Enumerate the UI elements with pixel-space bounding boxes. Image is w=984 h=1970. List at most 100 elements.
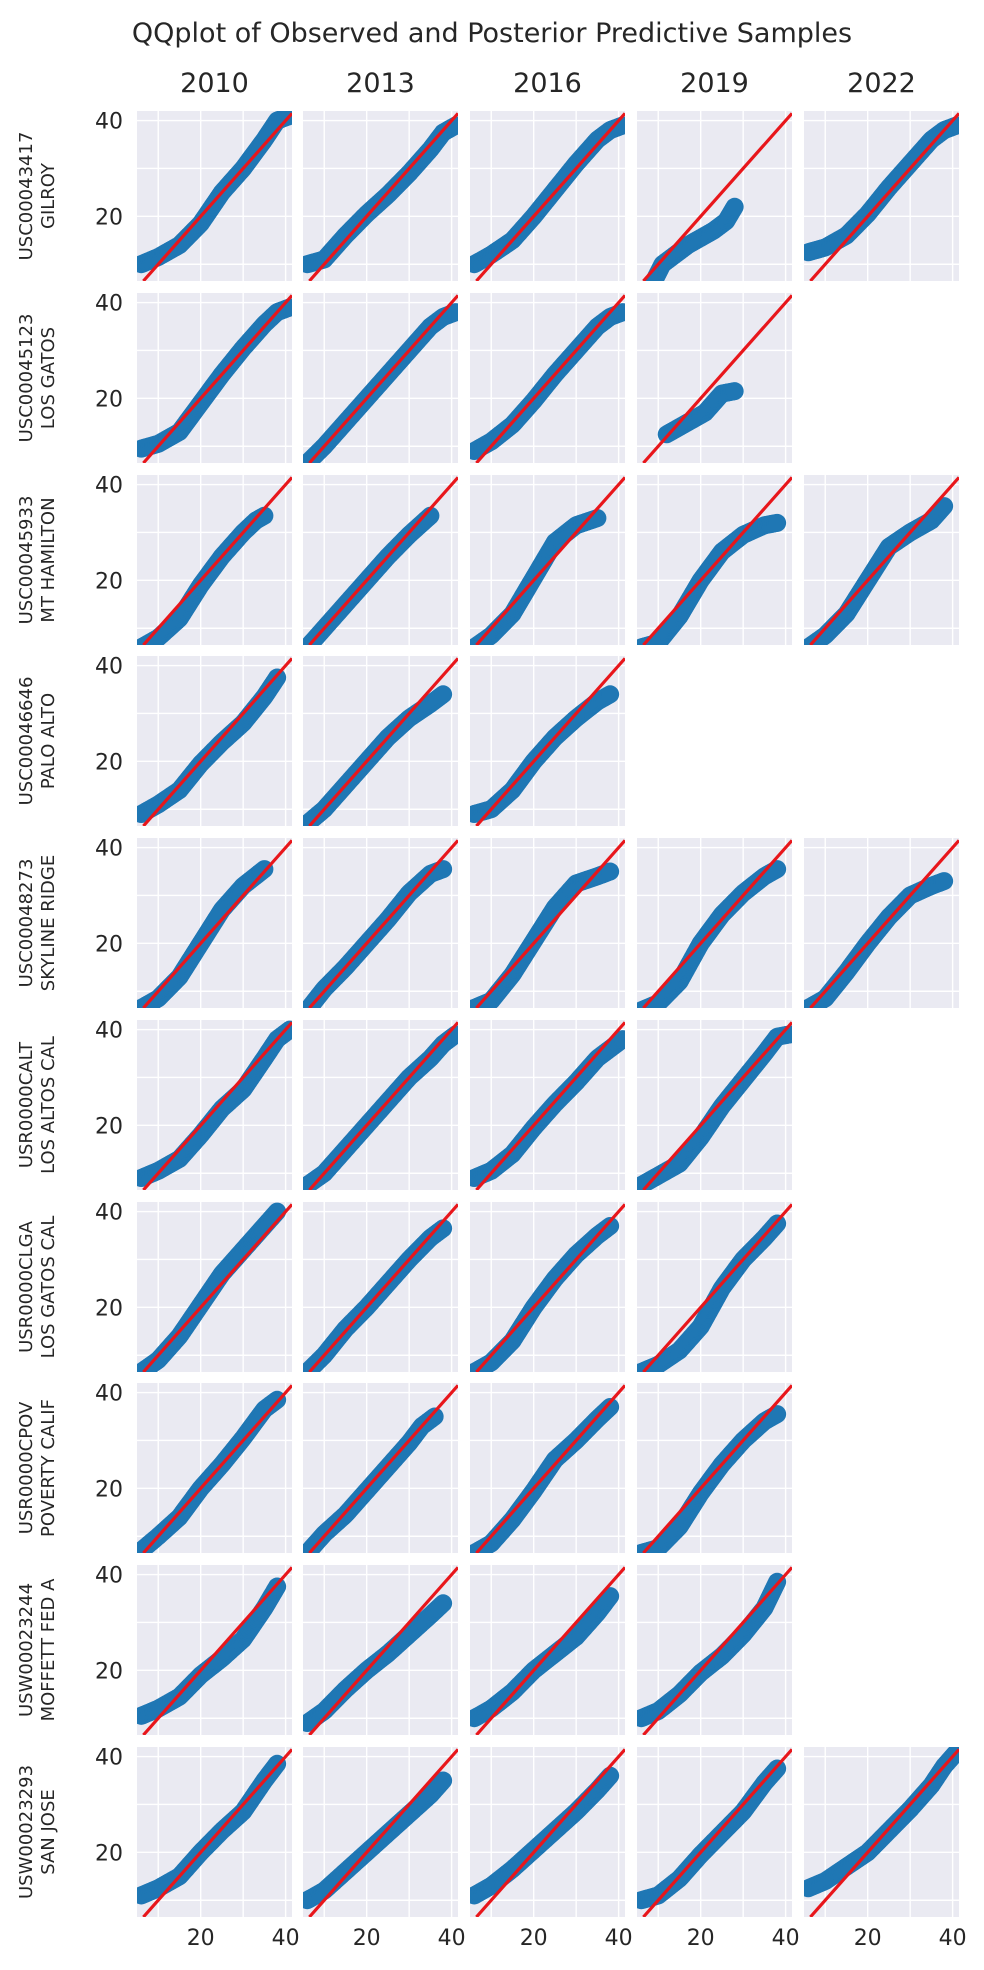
row-label: USR0000CLGALOS GATOS CAL bbox=[16, 1216, 59, 1359]
qq-panel bbox=[637, 1565, 792, 1735]
qq-point bbox=[613, 1030, 625, 1049]
qq-point bbox=[601, 685, 620, 704]
reference-line bbox=[308, 294, 458, 463]
qq-panel bbox=[137, 293, 292, 463]
qq-panel bbox=[637, 1020, 792, 1190]
reference-line bbox=[475, 1203, 625, 1372]
row-station-name: LOS GATOS bbox=[38, 327, 59, 429]
qq-panel bbox=[637, 838, 792, 1008]
qq-panel bbox=[137, 1383, 292, 1553]
reference-line bbox=[142, 1566, 292, 1735]
qq-point bbox=[268, 1202, 287, 1221]
reference-line bbox=[809, 476, 959, 645]
reference-line bbox=[475, 112, 625, 281]
qq-panel bbox=[470, 838, 625, 1008]
reference-line bbox=[475, 839, 625, 1008]
column-title: 2010 bbox=[180, 68, 249, 99]
row-station-id: USC00045933 bbox=[16, 496, 37, 625]
row-label: USC00048273SKYLINE RIDGE bbox=[16, 855, 59, 991]
reference-line bbox=[642, 476, 792, 645]
panel-background bbox=[637, 111, 792, 281]
row-station-id: USR0000CPOV bbox=[16, 1401, 37, 1534]
qq-point bbox=[768, 513, 787, 532]
reference-line bbox=[475, 1021, 625, 1190]
row-station-name: SKYLINE RIDGE bbox=[38, 855, 59, 991]
row-station-id: USR0000CLGA bbox=[16, 1220, 37, 1352]
reference-line bbox=[308, 657, 458, 826]
reference-line bbox=[142, 294, 292, 463]
qq-panel bbox=[470, 475, 625, 645]
row-station-id: USW00023244 bbox=[16, 1583, 37, 1717]
qq-points bbox=[137, 1577, 287, 1725]
row-label: USW00023244MOFFETT FED A bbox=[16, 1578, 59, 1721]
qq-panel bbox=[470, 656, 625, 826]
qq-point bbox=[613, 116, 625, 135]
reference-line bbox=[642, 1748, 792, 1917]
reference-line bbox=[475, 657, 625, 826]
qq-point bbox=[725, 382, 744, 401]
qq-panel bbox=[470, 1747, 625, 1917]
qq-points bbox=[644, 197, 744, 281]
qq-panel bbox=[303, 111, 458, 281]
reference-line bbox=[475, 1566, 625, 1735]
qq-point bbox=[446, 1025, 458, 1044]
row-station-name: GILROY bbox=[38, 162, 59, 229]
qq-panel bbox=[637, 1202, 792, 1372]
qq-panel bbox=[303, 475, 458, 645]
reference-line bbox=[642, 1566, 792, 1735]
qq-panel bbox=[137, 1202, 292, 1372]
reference-line bbox=[642, 1021, 792, 1190]
reference-line bbox=[642, 839, 792, 1008]
reference-line bbox=[475, 476, 625, 645]
qq-panel bbox=[637, 293, 792, 463]
reference-line bbox=[308, 112, 458, 281]
qq-panel bbox=[303, 1747, 458, 1917]
qq-panel bbox=[137, 1565, 292, 1735]
column-titles: 2010 2013 2016 2019 2022 bbox=[180, 68, 916, 99]
qq-panel bbox=[137, 111, 292, 281]
reference-line bbox=[142, 839, 292, 1008]
qq-point bbox=[446, 303, 458, 322]
reference-line bbox=[142, 112, 292, 281]
qq-panel bbox=[137, 475, 292, 645]
row-station-name: MT HAMILTON bbox=[38, 497, 59, 622]
column-title: 2016 bbox=[513, 68, 582, 99]
row-station-name: LOS GATOS CAL bbox=[38, 1216, 59, 1359]
qq-point bbox=[434, 1771, 453, 1790]
row-label: USC00043417GILROY bbox=[16, 132, 59, 261]
reference-line bbox=[308, 1203, 458, 1372]
reference-line bbox=[475, 294, 625, 463]
reference-line bbox=[809, 112, 959, 281]
qq-panel bbox=[303, 1383, 458, 1553]
qq-panel bbox=[470, 1383, 625, 1553]
qq-point bbox=[588, 509, 607, 528]
qq-panel bbox=[470, 1202, 625, 1372]
qq-panel bbox=[137, 1747, 292, 1917]
qq-point bbox=[780, 1025, 792, 1044]
reference-line bbox=[308, 1384, 458, 1553]
row-station-id: USC00048273 bbox=[16, 859, 37, 988]
qq-panel bbox=[804, 475, 959, 645]
qq-panel bbox=[137, 838, 292, 1008]
qq-point bbox=[280, 298, 292, 317]
reference-line bbox=[308, 839, 458, 1008]
reference-line bbox=[142, 657, 292, 826]
qq-panel bbox=[804, 1747, 959, 1917]
row-label: USR0000CPOVPOVERTY CALIF bbox=[16, 1399, 59, 1537]
reference-line bbox=[642, 1203, 792, 1372]
reference-line bbox=[142, 1021, 292, 1190]
row-station-name: POVERTY CALIF bbox=[38, 1399, 59, 1537]
reference-line bbox=[142, 476, 292, 645]
qq-panel bbox=[804, 838, 959, 1008]
row-label: USC00045123LOS GATOS bbox=[16, 314, 59, 443]
reference-line bbox=[475, 1748, 625, 1917]
row-station-name: LOS ALTOS CAL bbox=[38, 1036, 59, 1174]
reference-line bbox=[142, 1384, 292, 1553]
column-title: 2019 bbox=[680, 68, 749, 99]
row-label: USW00023293SAN JOSE bbox=[16, 1765, 59, 1899]
row-label: USC00045933MT HAMILTON bbox=[16, 496, 59, 625]
qq-panel bbox=[637, 475, 792, 645]
qq-point bbox=[446, 116, 458, 135]
reference-line bbox=[642, 294, 792, 463]
figure-title: QQplot of Observed and Posterior Predict… bbox=[132, 18, 852, 49]
